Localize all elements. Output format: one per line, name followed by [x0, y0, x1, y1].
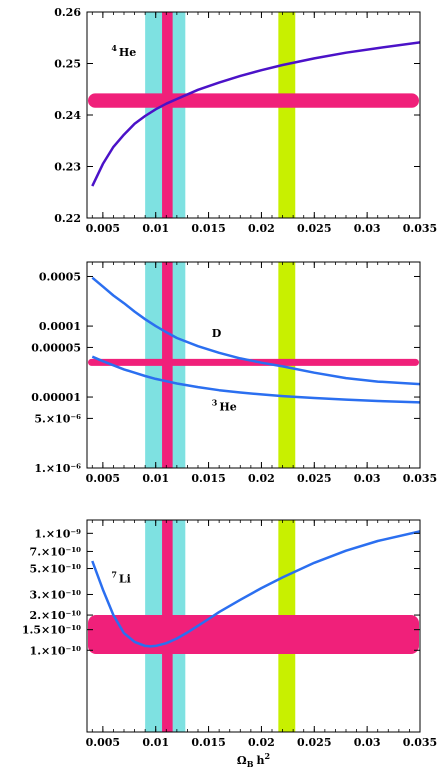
x-tick-label: 0.005 — [86, 736, 120, 749]
x-tick-label: 0.015 — [191, 472, 225, 485]
y-tick-label: 1.×10⁻¹⁰ — [30, 644, 82, 657]
plot-frame — [86, 519, 421, 733]
x-tick-label: 0.025 — [297, 472, 331, 485]
series-line-1 — [91, 530, 420, 648]
y-tick-label: 7.×10⁻¹⁰ — [30, 545, 82, 558]
x-tick-label: 0.03 — [354, 472, 381, 485]
y-tick-label: 5.×10⁻¹⁰ — [30, 563, 82, 576]
x-tick-label: 0.01 — [142, 472, 169, 485]
series-label-2: 3 He — [212, 397, 237, 413]
x-tick-label: 0.02 — [248, 222, 275, 235]
series-line-1 — [91, 276, 420, 386]
x-tick-label: 0.005 — [86, 472, 120, 485]
y-tick-label: 0.26 — [54, 6, 81, 19]
x-tick-label: 0.005 — [86, 222, 120, 235]
x-tick-label: 0.035 — [403, 472, 437, 485]
x-tick-label: 0.035 — [403, 736, 437, 749]
panel-1: 4 He 0.005 0.01 0.015 0.02 0.025 0.03 0.035 0.22 0… — [54, 6, 437, 235]
series-line-1 — [91, 41, 420, 187]
series-line-2 — [91, 355, 420, 404]
horizontal-band — [88, 358, 419, 366]
y-tick-label: 1.×10⁻⁶ — [34, 462, 81, 475]
vertical-band-3 — [278, 12, 296, 218]
x-tick-label: 0.02 — [248, 736, 275, 749]
vertical-band-2 — [162, 12, 173, 218]
x-tick-label: 0.03 — [354, 222, 381, 235]
plot-area — [88, 520, 420, 732]
y-tick-label: 3.×10⁻¹⁰ — [30, 588, 82, 601]
x-tick-label: 0.02 — [248, 472, 275, 485]
y-tick-label: 0.25 — [54, 58, 81, 71]
y-tick-label: 5.×10⁻⁶ — [34, 412, 81, 425]
x-tick-label: 0.01 — [142, 222, 169, 235]
plot-frame — [86, 11, 421, 219]
plot-area — [88, 262, 420, 468]
y-tick-label: 0.24 — [54, 109, 81, 122]
x-tick-label: 0.025 — [297, 736, 331, 749]
y-tick-label: 0.00005 — [31, 341, 81, 354]
y-tick-label: 1.5×10⁻¹⁰ — [22, 624, 81, 637]
y-tick-label: 0.22 — [54, 212, 81, 225]
y-tick-label: 2.×10⁻¹⁰ — [30, 609, 82, 622]
plot-frame — [86, 261, 421, 469]
panel-2: D 3 He 0.005 0.01 0.015 0.02 0.025 0.03 0.035 0.00… — [31, 261, 437, 485]
y-tick-label: 0.00001 — [31, 391, 81, 404]
series-label-1: 4 He — [111, 43, 136, 59]
x-tick-label: 0.015 — [191, 222, 225, 235]
y-tick-label: 0.0005 — [39, 270, 81, 283]
x-tick-label: 0.015 — [191, 736, 225, 749]
x-tick-label: 0.03 — [354, 736, 381, 749]
x-tick-label: 0.035 — [403, 222, 437, 235]
x-tick-label: 0.025 — [297, 222, 331, 235]
series-label-1: 7 Li — [111, 569, 131, 585]
horizontal-band — [88, 93, 419, 108]
y-tick-label: 1.×10⁻⁹ — [34, 527, 81, 540]
series-label-1: D — [212, 327, 222, 340]
y-tick-label: 0.0001 — [39, 320, 81, 333]
panel-3: 7 Li 0.005 0.01 0.015 0.02 0.025 0.03 0.035 1.×10… — [22, 519, 437, 769]
horizontal-band — [88, 615, 419, 654]
plot-area — [88, 12, 420, 218]
x-axis-label: ΩB h2 — [237, 751, 270, 769]
y-tick-label: 0.23 — [54, 161, 81, 174]
x-tick-label: 0.01 — [142, 736, 169, 749]
